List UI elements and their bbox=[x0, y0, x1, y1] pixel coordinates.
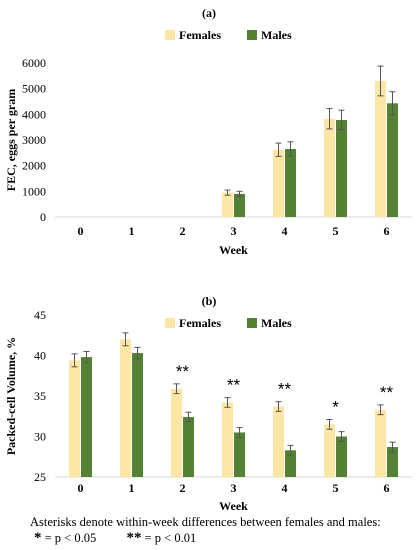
x-tick-label: 5 bbox=[333, 481, 339, 495]
y-tick-label: 35 bbox=[34, 389, 46, 403]
bar-males-week-5 bbox=[336, 119, 347, 217]
y-axis-label: Packed-cell Volume, % bbox=[4, 337, 18, 455]
bar-males-week-4 bbox=[285, 148, 296, 217]
bar-males-week-0 bbox=[81, 357, 92, 477]
legend-label-females: Females bbox=[179, 28, 221, 42]
sig2-marker: ** bbox=[126, 530, 142, 546]
footnote-line2: * = p < 0.05 ** = p < 0.01 bbox=[34, 531, 418, 546]
x-tick-label: 0 bbox=[78, 224, 84, 238]
legend-swatch-males bbox=[247, 30, 257, 40]
y-tick-label: 1000 bbox=[22, 184, 46, 198]
x-tick-label: 4 bbox=[282, 224, 288, 238]
y-tick-label: 4000 bbox=[22, 107, 46, 121]
legend-swatch-males bbox=[247, 318, 257, 328]
bar-females-week-6 bbox=[375, 409, 386, 477]
bar-males-week-5 bbox=[336, 436, 347, 477]
y-tick-label: 25 bbox=[34, 470, 46, 484]
bar-females-week-6 bbox=[375, 80, 386, 217]
bar-females-week-3 bbox=[222, 192, 233, 217]
bar-males-week-4 bbox=[285, 450, 296, 477]
legend-swatch-females bbox=[165, 318, 175, 328]
bar-females-week-3 bbox=[222, 402, 233, 477]
bar-females-week-4 bbox=[273, 406, 284, 477]
bar-males-week-2 bbox=[183, 417, 194, 477]
bar-females-week-0 bbox=[69, 360, 80, 477]
legend-swatch-females bbox=[165, 30, 175, 40]
bar-females-week-4 bbox=[273, 149, 284, 217]
panel-label-1: (b) bbox=[202, 294, 217, 308]
x-tick-label: 3 bbox=[231, 224, 237, 238]
significance-marker: ** bbox=[380, 383, 394, 402]
y-tick-label: 3000 bbox=[22, 133, 46, 147]
x-tick-label: 5 bbox=[333, 224, 339, 238]
x-tick-label: 1 bbox=[129, 224, 135, 238]
sig2-text: = p < 0.01 bbox=[144, 531, 197, 545]
x-tick-label: 6 bbox=[384, 224, 390, 238]
y-tick-label: 45 bbox=[34, 308, 46, 322]
legend-label-males: Males bbox=[261, 316, 292, 330]
bar-females-week-1 bbox=[120, 339, 131, 477]
x-tick-label: 6 bbox=[384, 481, 390, 495]
y-tick-label: 40 bbox=[34, 349, 46, 363]
bar-males-week-1 bbox=[132, 353, 143, 477]
bar-females-week-2 bbox=[171, 388, 182, 477]
x-tick-label: 1 bbox=[129, 481, 135, 495]
footnote-line1: Asterisks denote within-week differences… bbox=[30, 515, 381, 529]
x-axis-label: Week bbox=[219, 499, 248, 513]
legend-label-females: Females bbox=[179, 316, 221, 330]
bar-males-week-3 bbox=[234, 432, 245, 477]
bar-males-week-6 bbox=[387, 447, 398, 477]
panel-label-0: (a) bbox=[202, 6, 216, 20]
x-tick-label: 2 bbox=[180, 224, 186, 238]
x-tick-label: 4 bbox=[282, 481, 288, 495]
legend-label-males: Males bbox=[261, 28, 292, 42]
significance-marker: * bbox=[332, 397, 339, 416]
bar-males-week-6 bbox=[387, 103, 398, 217]
y-tick-label: 0 bbox=[40, 210, 46, 224]
y-axis-label: FEC, eggs per gram bbox=[4, 89, 18, 191]
sig1-text: = p < 0.05 bbox=[44, 531, 97, 545]
bar-females-week-5 bbox=[324, 118, 335, 217]
significance-marker: ** bbox=[278, 380, 292, 399]
y-tick-label: 30 bbox=[34, 430, 46, 444]
significance-marker: ** bbox=[227, 376, 241, 395]
bar-females-week-5 bbox=[324, 424, 335, 477]
bar-males-week-3 bbox=[234, 193, 245, 217]
x-tick-label: 2 bbox=[180, 481, 186, 495]
y-tick-label: 6000 bbox=[22, 56, 46, 70]
x-tick-label: 0 bbox=[78, 481, 84, 495]
sig1-marker: * bbox=[34, 530, 42, 546]
y-tick-label: 2000 bbox=[22, 159, 46, 173]
significance-marker: ** bbox=[176, 362, 190, 381]
x-tick-label: 3 bbox=[231, 481, 237, 495]
y-tick-label: 5000 bbox=[22, 82, 46, 96]
x-axis-label: Week bbox=[219, 243, 248, 257]
